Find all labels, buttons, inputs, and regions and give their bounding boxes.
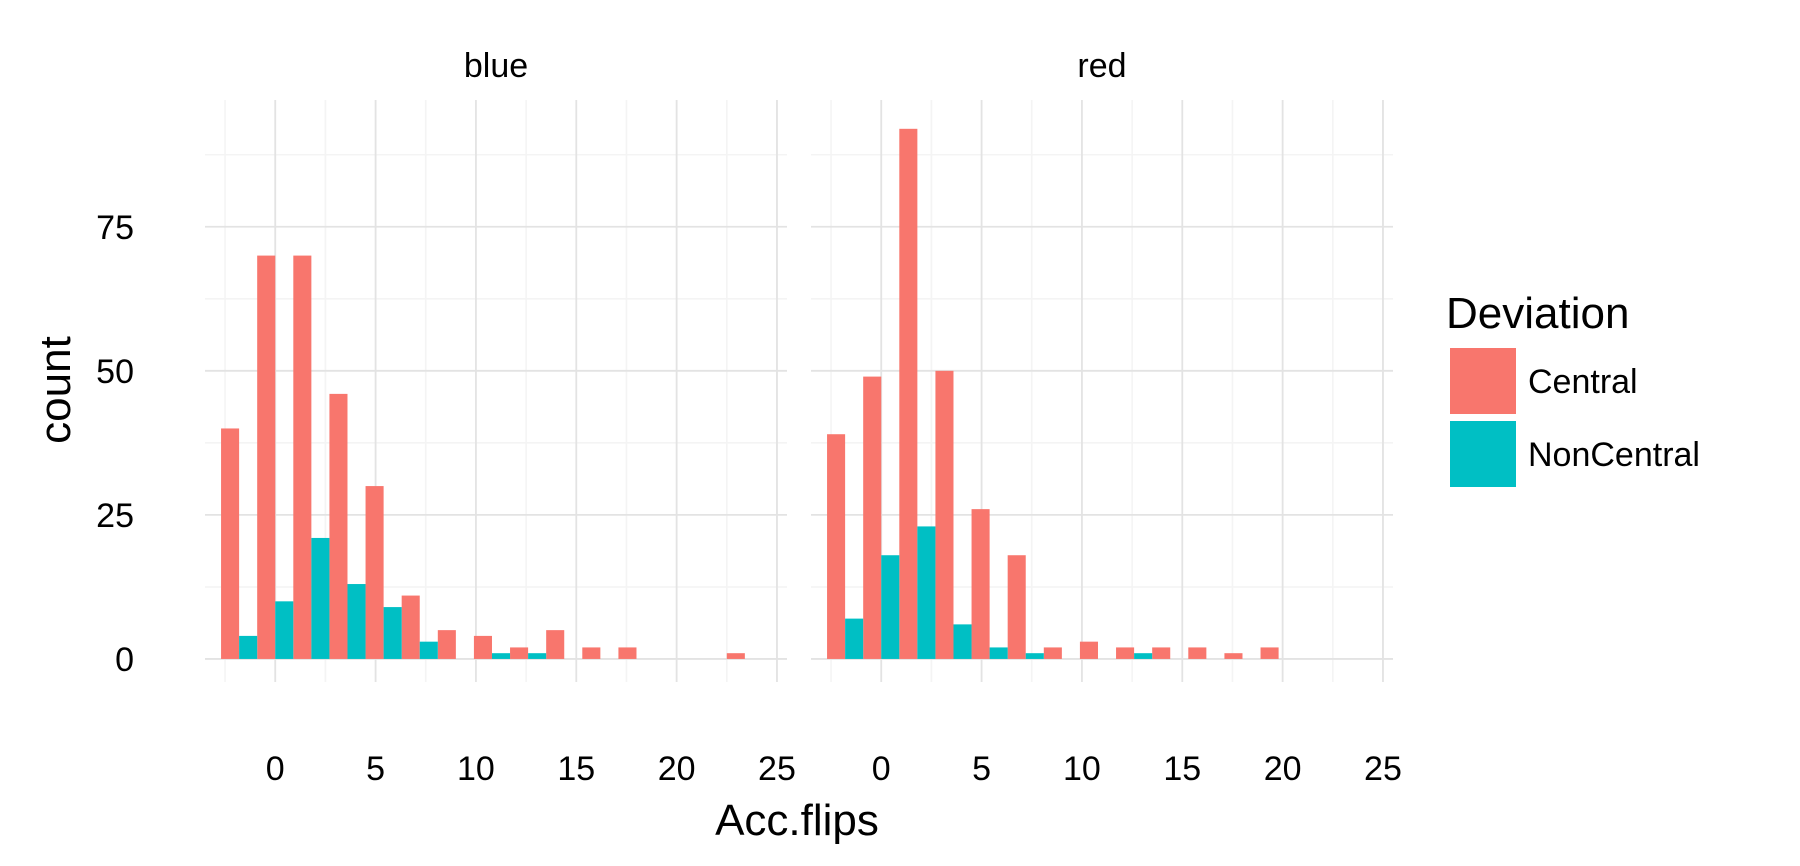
minor-gridlines: [205, 100, 787, 682]
bar-central: [473, 635, 492, 659]
bar-noncentral: [419, 641, 438, 659]
y-axis-title: count: [31, 336, 80, 444]
bar-central: [618, 647, 637, 659]
legend-label: NonCentral: [1528, 436, 1700, 474]
bar-central: [510, 647, 529, 659]
y-tick-label: 0: [115, 641, 134, 679]
facet-label: red: [1077, 47, 1126, 85]
x-tick-label: 5: [366, 750, 385, 788]
bar-central: [1043, 647, 1062, 659]
bar-central: [437, 630, 456, 659]
bar-central: [1116, 647, 1135, 659]
panel-red: red 0 5 10 15 20 25: [811, 47, 1402, 788]
panel-blue: blue 0 5 10 15 20 25: [205, 47, 796, 788]
facet-label: blue: [464, 47, 528, 85]
legend-title: Deviation: [1446, 289, 1629, 338]
bars: [221, 255, 745, 659]
bar-central: [1079, 641, 1098, 659]
legend-label: Central: [1528, 363, 1638, 401]
x-axis-title: Acc.flips: [715, 796, 879, 845]
x-tick-label: 10: [457, 750, 495, 788]
chart-panels: blue 0 5 10 15 20 25 red 0 5 10 15 20 25: [205, 47, 1402, 788]
bar-central: [827, 434, 846, 659]
x-tick-label: 0: [266, 750, 285, 788]
bars: [827, 128, 1279, 659]
bar-noncentral: [347, 584, 366, 659]
x-tick-label: 25: [1364, 750, 1402, 788]
bar-central: [257, 255, 276, 659]
bar-central: [1007, 555, 1026, 659]
bar-central: [1188, 647, 1207, 659]
bar-central: [726, 653, 745, 659]
x-tick-label: 15: [1163, 750, 1201, 788]
y-tick-label: 75: [96, 209, 134, 247]
bar-central: [1152, 647, 1171, 659]
bar-central: [546, 630, 565, 659]
bar-central: [935, 370, 954, 659]
x-tick-label: 20: [658, 750, 696, 788]
bar-central: [401, 595, 420, 659]
x-tick-label: 25: [758, 750, 796, 788]
bar-noncentral: [845, 618, 864, 659]
bar-noncentral: [953, 624, 972, 659]
x-tick-label: 15: [557, 750, 595, 788]
x-tick-label: 5: [972, 750, 991, 788]
legend: Deviation Central NonCentral: [1446, 289, 1700, 487]
bar-central: [1260, 647, 1279, 659]
bar-central: [582, 647, 601, 659]
x-tick-label: 0: [872, 750, 891, 788]
bar-central: [863, 376, 882, 659]
bar-central: [1224, 653, 1243, 659]
bar-central: [293, 255, 312, 659]
y-axis: 0 25 50 75: [96, 209, 134, 679]
bar-noncentral: [1025, 653, 1044, 659]
y-tick-label: 50: [96, 353, 134, 391]
bar-noncentral: [989, 647, 1008, 659]
x-tick-label: 10: [1063, 750, 1101, 788]
bar-noncentral: [239, 635, 258, 659]
bar-central: [221, 428, 240, 659]
legend-key-central: [1450, 348, 1516, 414]
bar-noncentral: [1134, 653, 1153, 659]
bar-central: [899, 128, 918, 659]
bar-central: [365, 486, 384, 659]
bar-central: [971, 509, 990, 659]
legend-key-noncentral: [1450, 421, 1516, 487]
bar-noncentral: [528, 653, 547, 659]
bar-noncentral: [491, 653, 511, 659]
bar-noncentral: [275, 601, 294, 659]
bar-noncentral: [881, 555, 900, 659]
y-tick-label: 25: [96, 497, 134, 535]
bar-noncentral: [311, 537, 330, 659]
bar-noncentral: [383, 607, 402, 659]
bar-noncentral: [917, 526, 936, 659]
bar-central: [329, 393, 348, 659]
major-gridlines: [205, 100, 787, 682]
x-tick-label: 20: [1264, 750, 1302, 788]
